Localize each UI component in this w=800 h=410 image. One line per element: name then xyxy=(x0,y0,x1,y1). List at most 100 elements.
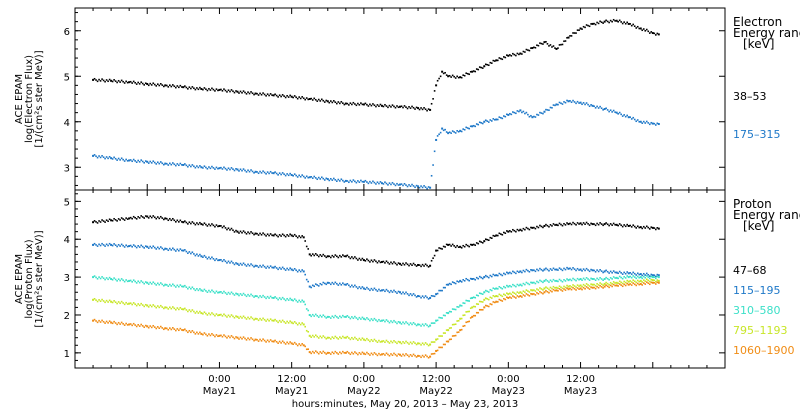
data-point-fill xyxy=(322,281,325,284)
data-point-fill xyxy=(382,260,385,263)
data-point-fill xyxy=(588,25,591,28)
data-point-fill xyxy=(474,296,477,299)
data-point xyxy=(308,313,311,316)
data-point-fill xyxy=(426,343,428,346)
data-point-fill xyxy=(357,259,359,261)
data-point-fill xyxy=(594,107,597,109)
data-point-fill xyxy=(620,276,622,279)
data-point-fill xyxy=(415,356,418,358)
data-point-fill xyxy=(596,21,598,24)
data-point-fill xyxy=(99,156,102,159)
data-point xyxy=(483,240,486,243)
data-point-fill xyxy=(522,269,525,272)
data-point-fill xyxy=(623,271,625,274)
data-point-fill xyxy=(367,105,370,107)
data-point-fill xyxy=(351,316,353,318)
data-point-fill xyxy=(348,337,350,339)
data-point-fill xyxy=(426,109,428,112)
data-point-fill xyxy=(525,281,528,284)
data-point-fill xyxy=(480,122,483,124)
data-point-fill xyxy=(594,224,597,227)
data-point-fill xyxy=(209,224,212,227)
data-point-fill xyxy=(153,216,156,219)
data-point xyxy=(236,168,239,171)
data-point-fill xyxy=(397,353,400,355)
data-point-fill xyxy=(203,87,206,89)
data-point-fill xyxy=(149,160,152,163)
data-point-fill xyxy=(158,162,161,165)
data-point-fill xyxy=(633,276,636,278)
data-point-fill xyxy=(165,162,168,165)
data-point-fill xyxy=(221,260,224,263)
data-point-fill xyxy=(590,277,592,280)
data-point-fill xyxy=(336,180,338,182)
data-point-fill xyxy=(126,280,129,283)
data-point-fill xyxy=(95,244,97,246)
data-point xyxy=(380,104,383,107)
data-point-fill xyxy=(230,291,233,294)
data-point-fill xyxy=(162,218,165,221)
data-point-fill xyxy=(560,43,562,46)
data-point-fill xyxy=(503,231,505,234)
data-point-fill xyxy=(575,289,577,291)
data-point-fill xyxy=(633,283,636,286)
data-point-fill xyxy=(420,185,422,187)
data-point-fill xyxy=(534,116,537,118)
data-point-fill xyxy=(334,335,337,338)
data-point xyxy=(459,304,462,307)
data-point-fill xyxy=(226,228,228,231)
data-point-fill xyxy=(457,281,460,283)
data-point-fill xyxy=(131,217,133,220)
data-point xyxy=(441,70,444,73)
data-point xyxy=(128,159,131,162)
data-point-fill xyxy=(93,318,96,321)
data-point-fill xyxy=(656,281,659,283)
data-point-fill xyxy=(108,242,111,245)
data-point-fill xyxy=(402,341,404,343)
data-point xyxy=(459,317,462,320)
data-point-fill xyxy=(424,295,427,297)
data-point xyxy=(471,315,474,318)
data-point-fill xyxy=(114,322,117,324)
data-point-fill xyxy=(253,296,255,298)
data-point xyxy=(236,230,239,233)
data-point-fill xyxy=(396,322,398,325)
data-point-fill xyxy=(582,222,585,224)
data-point-fill xyxy=(248,264,251,267)
data-point-fill xyxy=(95,299,97,301)
data-point-fill xyxy=(385,288,388,291)
data-point-fill xyxy=(339,351,341,354)
data-point-fill xyxy=(379,320,382,322)
data-point-fill xyxy=(475,123,478,125)
data-point-fill xyxy=(518,284,520,287)
data-point-fill xyxy=(609,284,612,287)
data-point xyxy=(627,283,630,286)
data-point-fill xyxy=(536,280,538,283)
data-point-fill xyxy=(373,259,376,261)
data-point xyxy=(591,286,594,289)
data-point-fill xyxy=(501,300,504,302)
data-point-fill xyxy=(500,57,502,60)
data-point-fill xyxy=(176,307,179,309)
data-point-fill xyxy=(372,180,374,183)
data-point-fill xyxy=(524,51,526,53)
data-point-fill xyxy=(305,348,308,351)
data-point-fill xyxy=(313,175,316,178)
data-point xyxy=(164,283,167,286)
data-point-fill xyxy=(426,264,428,267)
data-point-fill xyxy=(539,267,541,270)
data-point-fill xyxy=(135,246,138,249)
data-point-fill xyxy=(140,244,143,247)
data-point xyxy=(627,272,630,275)
data-point-fill xyxy=(205,290,207,292)
data-point-fill xyxy=(337,178,340,181)
data-point-fill xyxy=(259,295,261,297)
data-point-fill xyxy=(340,337,343,340)
data-point-fill xyxy=(206,167,209,170)
data-point-fill xyxy=(358,257,361,260)
data-point-fill xyxy=(181,308,183,310)
data-point-fill xyxy=(313,254,316,257)
data-point xyxy=(92,221,95,224)
data-point-fill xyxy=(552,285,555,288)
data-point-fill xyxy=(510,293,513,296)
